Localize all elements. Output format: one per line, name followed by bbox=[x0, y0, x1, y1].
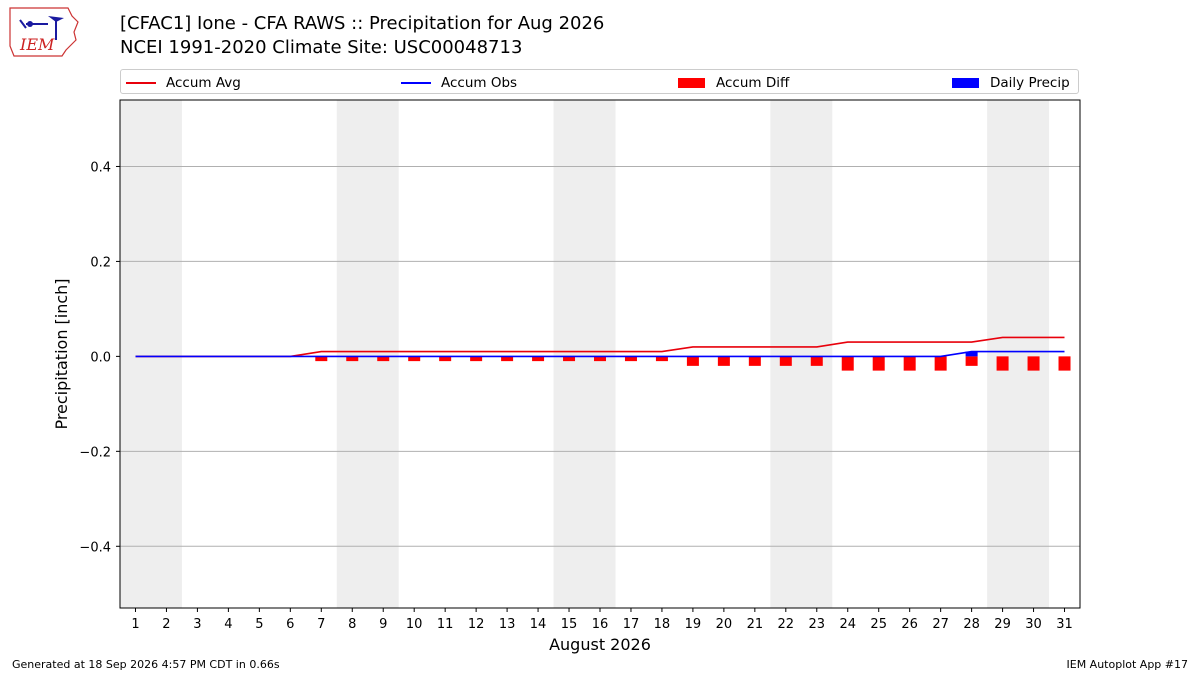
accum-diff-bar bbox=[779, 356, 792, 366]
y-tick-label: 0.0 bbox=[90, 350, 111, 365]
accum-diff-bar bbox=[377, 356, 390, 362]
accum-diff-bar bbox=[934, 356, 947, 371]
x-tick-label: 12 bbox=[468, 617, 485, 632]
legend-swatch-accum-avg bbox=[126, 81, 156, 84]
accum-diff-bar bbox=[563, 356, 576, 362]
x-tick-label: 29 bbox=[994, 617, 1011, 632]
x-tick-label: 4 bbox=[224, 617, 232, 632]
accum-diff-bar bbox=[346, 356, 359, 362]
y-axis-label: Precipitation [inch] bbox=[52, 278, 71, 429]
chart-subtitle: NCEI 1991-2020 Climate Site: USC00048713 bbox=[120, 37, 523, 58]
x-tick-label: 25 bbox=[870, 617, 887, 632]
x-tick-label: 1 bbox=[131, 617, 139, 632]
accum-diff-bar bbox=[408, 356, 421, 362]
y-tick-label: 0.4 bbox=[90, 160, 111, 175]
legend-label-accum-avg: Accum Avg bbox=[166, 74, 241, 91]
accum-diff-bar bbox=[655, 356, 668, 362]
legend-label-accum-obs: Accum Obs bbox=[441, 74, 518, 91]
x-tick-label: 24 bbox=[839, 617, 856, 632]
x-tick-label: 16 bbox=[592, 617, 609, 632]
x-tick-label: 2 bbox=[162, 617, 170, 632]
legend-label-accum-diff: Accum Diff bbox=[716, 74, 790, 91]
y-tick-label: −0.2 bbox=[79, 445, 111, 460]
accum-diff-bar bbox=[532, 356, 545, 362]
legend-item-daily-precip: Daily Precip bbox=[952, 70, 1070, 95]
x-tick-label: 28 bbox=[963, 617, 980, 632]
x-tick-label: 13 bbox=[499, 617, 516, 632]
legend-item-accum-avg: Accum Avg bbox=[126, 70, 241, 95]
legend-label-daily-precip: Daily Precip bbox=[990, 74, 1070, 91]
accum-diff-bar bbox=[624, 356, 637, 362]
accum-diff-bar bbox=[439, 356, 452, 362]
x-tick-label: 6 bbox=[286, 617, 294, 632]
x-tick-label: 8 bbox=[348, 617, 356, 632]
chart-title: [CFAC1] Ione - CFA RAWS :: Precipitation… bbox=[120, 13, 605, 34]
weekend-shade bbox=[336, 100, 399, 608]
accum-diff-bar bbox=[841, 356, 854, 371]
weekend-shade bbox=[987, 100, 1050, 608]
accum-diff-bar bbox=[686, 356, 699, 366]
accum-diff-bar bbox=[470, 356, 483, 362]
accum-diff-bar bbox=[996, 356, 1009, 371]
legend-item-accum-diff: Accum Diff bbox=[678, 70, 789, 95]
x-tick-label: 22 bbox=[778, 617, 795, 632]
x-tick-label: 31 bbox=[1056, 617, 1073, 632]
x-tick-label: 15 bbox=[561, 617, 578, 632]
x-tick-label: 17 bbox=[623, 617, 640, 632]
daily-precip-bar bbox=[965, 351, 978, 357]
x-tick-label: 20 bbox=[716, 617, 733, 632]
footer-app-text: IEM Autoplot App #17 bbox=[1066, 658, 1189, 671]
accum-diff-bar bbox=[1058, 356, 1071, 371]
weekend-shade bbox=[770, 100, 833, 608]
y-tick-label: −0.4 bbox=[79, 540, 111, 555]
x-tick-label: 10 bbox=[406, 617, 423, 632]
x-tick-label: 26 bbox=[901, 617, 918, 632]
accum-diff-bar bbox=[594, 356, 606, 362]
x-axis-label: August 2026 bbox=[549, 635, 651, 654]
accum-diff-bar bbox=[965, 356, 978, 366]
x-tick-label: 21 bbox=[747, 617, 764, 632]
x-tick-label: 3 bbox=[193, 617, 201, 632]
x-tick-label: 9 bbox=[379, 617, 387, 632]
accum-diff-bar bbox=[748, 356, 761, 366]
legend-swatch-accum-diff bbox=[678, 77, 705, 88]
legend-swatch-daily-precip bbox=[952, 77, 979, 88]
accum-diff-bar bbox=[903, 356, 916, 371]
x-tick-label: 7 bbox=[317, 617, 325, 632]
weekend-shade bbox=[553, 100, 616, 608]
accum-diff-bar bbox=[872, 356, 885, 371]
legend-item-accum-obs: Accum Obs bbox=[401, 70, 517, 95]
legend-swatch-accum-obs bbox=[401, 81, 431, 84]
weather-station-icon bbox=[19, 16, 64, 40]
y-tick-label: 0.2 bbox=[90, 255, 111, 270]
footer-generated-text: Generated at 18 Sep 2026 4:57 PM CDT in … bbox=[12, 658, 280, 671]
accum-diff-bar bbox=[501, 356, 514, 362]
x-tick-label: 5 bbox=[255, 617, 263, 632]
logo-text: IEM bbox=[19, 35, 55, 54]
accum-diff-bar bbox=[1027, 356, 1040, 371]
accum-diff-bar bbox=[810, 356, 823, 366]
legend: Accum Avg Accum Obs Accum Diff Daily Pre… bbox=[120, 69, 1079, 94]
accum-diff-bar bbox=[717, 356, 730, 366]
x-tick-label: 19 bbox=[685, 617, 702, 632]
x-tick-label: 30 bbox=[1025, 617, 1042, 632]
x-tick-label: 18 bbox=[654, 617, 671, 632]
accum-diff-bar bbox=[315, 356, 328, 362]
x-tick-label: 11 bbox=[437, 617, 454, 632]
accum-obs-line bbox=[135, 350, 1065, 358]
x-tick-label: 23 bbox=[809, 617, 826, 632]
iem-logo: IEM bbox=[9, 7, 79, 57]
x-tick-label: 27 bbox=[932, 617, 949, 632]
x-tick-label: 14 bbox=[530, 617, 547, 632]
weekend-shade bbox=[120, 100, 182, 608]
